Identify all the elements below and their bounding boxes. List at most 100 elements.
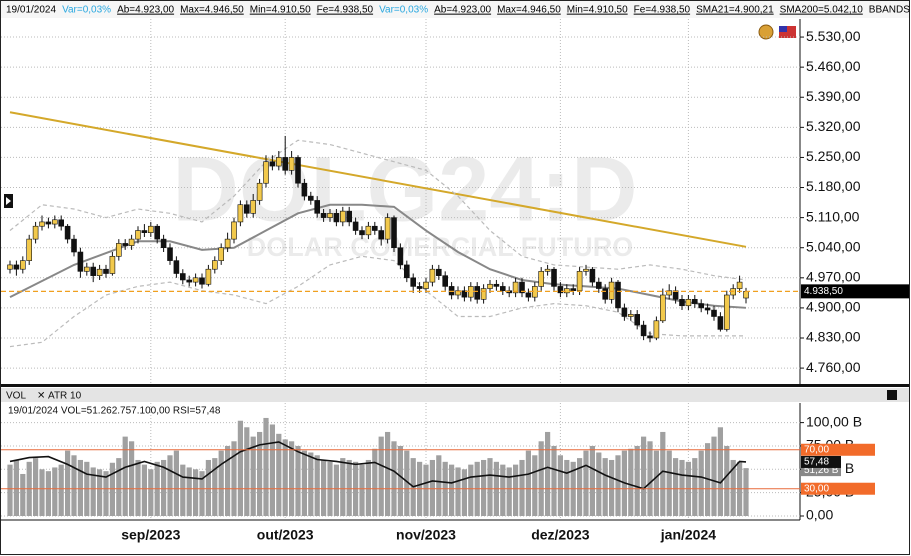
candle-body (212, 260, 218, 270)
candle-body (45, 221, 52, 225)
panel-tab: VOL (6, 391, 26, 402)
volume-bar (385, 431, 391, 516)
candle-body (499, 286, 506, 292)
candle-body (263, 161, 269, 184)
y-tick-label: 4.830,00 (806, 329, 861, 345)
volume-bar (167, 455, 173, 516)
panel-close[interactable]: ✕ (37, 391, 45, 402)
volume-bar (596, 452, 602, 516)
candle-body (32, 225, 39, 240)
header-item: Ab=4.923,00 (434, 5, 491, 16)
volume-bar (730, 459, 736, 516)
candle-body (736, 281, 743, 289)
candle-body (647, 335, 653, 339)
volume-bar (577, 458, 583, 516)
volume-bar (33, 458, 39, 516)
candle-body (90, 266, 96, 276)
y-tick-label: 4.760,00 (806, 359, 861, 375)
volume-bar (359, 464, 365, 516)
candle-body (679, 299, 685, 307)
volume-bar (65, 450, 71, 516)
candle-body (359, 230, 365, 236)
header-item: SMA21=4.900,21 (696, 5, 774, 16)
panel-button[interactable] (887, 390, 897, 400)
volume-bar (378, 436, 384, 516)
volume-bar (263, 417, 269, 516)
candle-body (416, 286, 423, 289)
watermark-symbol: DOLG24:D (172, 138, 637, 240)
volume-bar (513, 464, 519, 516)
rsi-value-box (801, 455, 841, 468)
candle-body (51, 219, 58, 225)
candle-body (595, 281, 602, 289)
volume-bar (205, 459, 211, 516)
candle-body (148, 225, 154, 233)
candle-body (135, 230, 141, 240)
header-item: Fe=4.938,50 (317, 5, 374, 16)
volume-bar (698, 450, 704, 516)
y-tick-label: 5.250,00 (806, 148, 861, 164)
candle-body (640, 324, 647, 337)
volume-bar (289, 441, 295, 516)
volume-bar (423, 464, 429, 516)
currency-icon (758, 24, 774, 40)
volume-bar (173, 450, 179, 516)
candle-body (378, 230, 385, 240)
header-item: BBANDS ACIMA=4.96 (869, 5, 911, 16)
volume-bar (724, 445, 730, 516)
volume-bar (564, 459, 570, 516)
volume-bar (609, 459, 615, 516)
volume-bar (13, 459, 19, 516)
candle-body (403, 264, 410, 279)
x-tick-label: dez/2023 (531, 527, 590, 543)
x-tick-label: nov/2023 (396, 527, 456, 543)
candle-body (583, 268, 589, 272)
volume-bar (52, 467, 58, 516)
volume-bar (58, 464, 64, 516)
volume-bar (186, 467, 192, 516)
candle-body (352, 221, 359, 231)
volume-bar (301, 450, 307, 516)
y-tick-label: 5.530,00 (806, 28, 861, 44)
volume-bar (634, 445, 640, 516)
volume-bar (7, 464, 13, 516)
volume-bar (148, 469, 154, 516)
candle-body (244, 204, 250, 214)
volume-bar (519, 459, 525, 516)
volume-bar (257, 431, 263, 516)
candle-body (19, 260, 26, 270)
header-item: SMA200=5.042,10 (780, 5, 864, 16)
candle-body (487, 283, 493, 289)
candle-body (448, 286, 455, 296)
volume-bar (282, 439, 288, 516)
candle-body (659, 294, 666, 322)
volume-bar (429, 459, 435, 516)
header-item: Max=4.946,50 (497, 5, 561, 16)
candle-body (627, 314, 634, 317)
candle-body (327, 213, 333, 218)
candle-body (320, 213, 327, 218)
candle-body (282, 157, 289, 171)
header-item: Min=4.910,50 (567, 5, 628, 16)
volume-bar (653, 450, 659, 516)
volume-bar (161, 459, 167, 516)
panel-header: 19/01/2024 VOL=51.262.757.100,00 RSI=57,… (8, 406, 221, 417)
candle-body (199, 277, 205, 285)
volume-bar (525, 450, 531, 516)
candle-body (691, 299, 698, 304)
candle-body (698, 303, 705, 309)
volume-bar (711, 436, 717, 516)
candle-body (237, 204, 244, 223)
volume-bar (391, 441, 397, 516)
candle-body (666, 290, 673, 296)
candle-body (64, 225, 71, 240)
candle-body (116, 243, 122, 257)
candle-body (512, 281, 519, 294)
candle-body (71, 238, 77, 253)
watermark-name: DOLAR COMERCIAL FUTURO (247, 232, 633, 262)
y-tick-label: 100,00 B (806, 413, 862, 429)
candle-body (608, 281, 615, 300)
volume-bar (90, 467, 96, 516)
volume-bar (321, 459, 327, 516)
candle-body (429, 268, 436, 283)
